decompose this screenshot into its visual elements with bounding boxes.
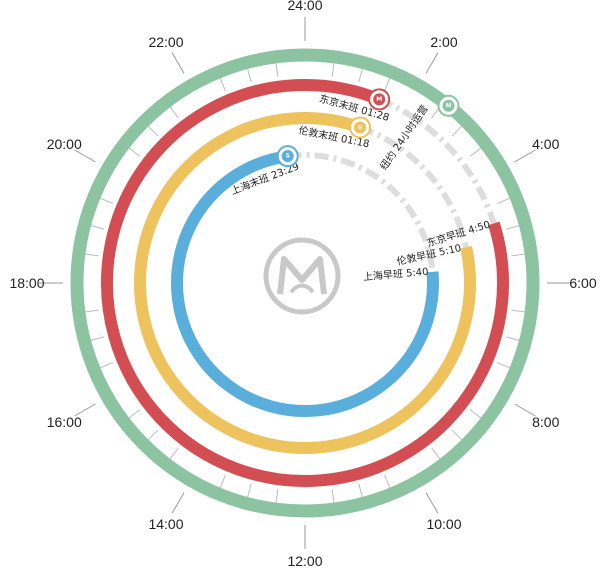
london-badge-glyph: ⊖	[358, 124, 363, 131]
hour-tick-label: 24:00	[287, 0, 322, 13]
major-tick	[171, 52, 185, 74]
shanghai-first-train-label: 上海早班 5:40	[362, 265, 429, 284]
tokyo-closed-arc	[378, 96, 497, 225]
ny-badge-core	[442, 99, 455, 112]
hour-tick-label: 14:00	[148, 516, 183, 532]
hour-tick-label: 20:00	[47, 136, 82, 152]
hour-tick-label: 2:00	[430, 34, 457, 50]
hour-tick-label: 12:00	[287, 553, 322, 569]
city-badges: M M ⊖ S	[276, 88, 460, 168]
major-tick	[74, 149, 96, 163]
tokyo-service-arc	[101, 79, 509, 487]
major-tick	[514, 403, 536, 417]
major-tick	[514, 149, 536, 163]
hour-tick-label: 6:00	[569, 275, 596, 291]
shanghai-badge-glyph: S	[286, 153, 290, 160]
hour-tick-label: 8:00	[532, 414, 559, 430]
ny-service-arc	[70, 48, 540, 518]
hour-tick-label: 22:00	[148, 34, 183, 50]
major-tick	[74, 403, 96, 417]
hour-tick-label: 10:00	[426, 516, 461, 532]
tokyo-badge-glyph: M	[376, 96, 382, 103]
major-tick	[425, 52, 439, 74]
shanghai-service-arc	[171, 150, 439, 417]
metro-logo-icon	[263, 237, 341, 315]
ny-badge-glyph: M	[445, 102, 451, 109]
london-service-arc	[134, 112, 476, 454]
london-closed-arc	[359, 124, 470, 248]
shanghai-closed-arc	[287, 152, 436, 273]
hour-tick-label: 16:00	[47, 414, 82, 430]
major-tick	[425, 492, 439, 514]
major-tick	[171, 492, 185, 514]
hour-tick-label: 18:00	[9, 275, 44, 291]
london-badge-core	[354, 121, 367, 134]
tokyo-badge-core	[373, 93, 386, 106]
shanghai-badge-core	[281, 150, 294, 163]
service-rings	[70, 48, 540, 518]
hour-tick-label: 4:00	[532, 136, 559, 152]
